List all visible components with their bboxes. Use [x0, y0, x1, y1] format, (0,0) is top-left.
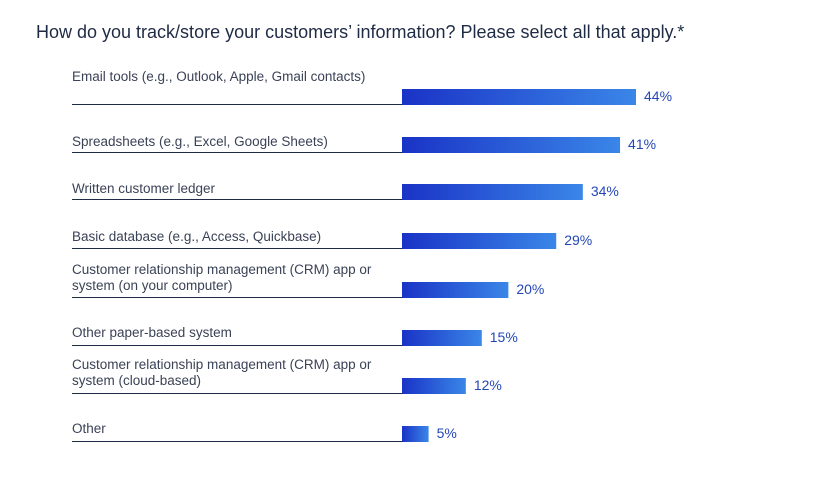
category-label: Customer relationship management (CRM) a…	[72, 357, 372, 388]
value-label: 34%	[590, 183, 619, 199]
bar	[402, 89, 636, 105]
value-label: 20%	[516, 281, 545, 297]
bar	[402, 137, 621, 153]
bar	[402, 282, 509, 298]
bar	[402, 233, 557, 249]
value-label: 15%	[489, 329, 518, 345]
category-label: Other	[72, 421, 106, 436]
category-label: Basic database (e.g., Access, Quickbase)	[72, 229, 322, 244]
category-label: Written customer ledger	[72, 181, 216, 196]
bar	[402, 330, 482, 346]
category-label: Other paper-based system	[72, 325, 232, 340]
value-label: 12%	[473, 377, 502, 393]
value-label: 5%	[436, 425, 457, 441]
bar	[402, 184, 583, 200]
category-label: Customer relationship management (CRM) a…	[72, 262, 372, 293]
chart-title: How do you track/store your customers’ i…	[36, 22, 685, 42]
value-label: 29%	[564, 232, 593, 248]
category-label: Spreadsheets (e.g., Excel, Google Sheets…	[72, 134, 328, 149]
category-label: Email tools (e.g., Outlook, Apple, Gmail…	[72, 69, 366, 84]
bar	[402, 426, 429, 442]
bar	[402, 378, 466, 394]
value-label: 44%	[644, 88, 673, 104]
value-label: 41%	[628, 136, 657, 152]
